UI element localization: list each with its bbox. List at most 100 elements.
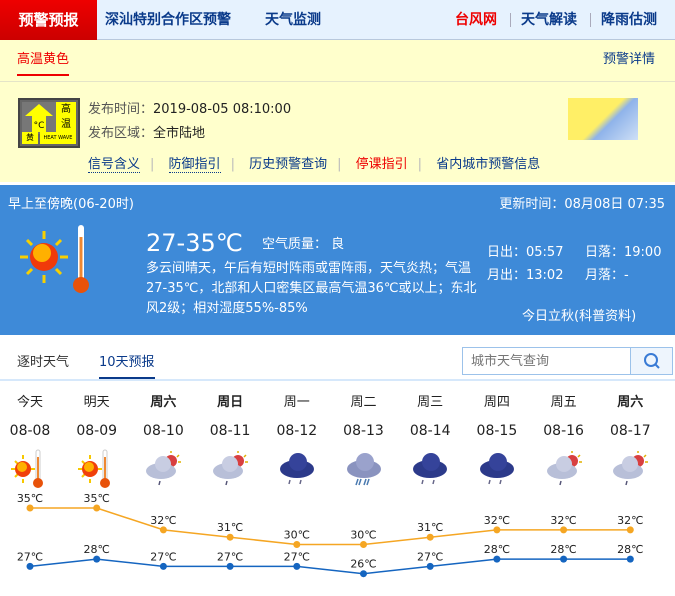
high-temp-label: 31℃ bbox=[217, 521, 243, 534]
moonrise: 月出：13:02 bbox=[487, 268, 564, 283]
forecast-day: 周五 08-16 bbox=[534, 395, 594, 489]
moonset: 月落：- bbox=[585, 268, 629, 283]
high-temp-point bbox=[226, 533, 234, 541]
air-quality: 空气质量： 良 bbox=[262, 237, 345, 252]
date: 08-16 bbox=[543, 423, 584, 439]
forecast-day: 周三 08-14 bbox=[400, 395, 460, 489]
date: 08-17 bbox=[609, 423, 651, 439]
high-temp-label: 32℃ bbox=[550, 514, 576, 527]
heavy-rain-icon bbox=[346, 453, 381, 486]
city-search-input[interactable] bbox=[463, 348, 631, 374]
date: 08-11 bbox=[209, 423, 251, 439]
weekday: 周四 bbox=[483, 395, 510, 410]
nav-monitoring[interactable]: 天气监测 bbox=[265, 12, 321, 28]
low-temp-point bbox=[626, 555, 634, 563]
nav-interpretation[interactable]: 天气解读 bbox=[521, 12, 577, 28]
city-search bbox=[462, 347, 673, 375]
date: 08-12 bbox=[276, 423, 318, 439]
high-temp-label: 32℃ bbox=[484, 514, 510, 527]
low-temp-label: 26℃ bbox=[350, 558, 376, 571]
link-class-suspension[interactable]: 停课指引 bbox=[355, 157, 408, 172]
high-temp-label: 35℃ bbox=[17, 492, 43, 505]
low-temp-label: 28℃ bbox=[550, 543, 576, 556]
high-temp-point bbox=[626, 526, 634, 534]
forecast-day: 周二 08-13 bbox=[334, 395, 394, 489]
divider bbox=[510, 13, 511, 27]
period: 早上至傍晚(06-20时) bbox=[8, 197, 134, 212]
forecast-day: 周六 08-17 bbox=[600, 395, 660, 489]
low-temp-label: 28℃ bbox=[617, 543, 643, 556]
low-temp-label: 28℃ bbox=[484, 543, 510, 556]
weekday: 周五 bbox=[550, 395, 577, 410]
warning-detail-link[interactable]: 预警详情 bbox=[602, 52, 655, 67]
high-temp-label: 30℃ bbox=[350, 529, 376, 542]
link-signal-meaning[interactable]: 信号含义 bbox=[88, 157, 141, 173]
sunrise: 日出：05:57 bbox=[487, 245, 564, 260]
weather-description: 多云间晴天，午后有短时阵雨或雷阵雨，天气炎热；气温27-35℃，北部和人口密集区… bbox=[146, 261, 477, 316]
date: 08-09 bbox=[76, 423, 118, 439]
top-nav: 预警预报 深汕特别合作区预警 天气监测 台风网 天气解读 降雨估测 bbox=[0, 0, 675, 40]
low-temp-point bbox=[93, 555, 101, 563]
low-temp-point bbox=[493, 555, 501, 563]
link-history[interactable]: 历史预警查询 bbox=[249, 157, 328, 172]
weekday: 周三 bbox=[417, 395, 444, 410]
today-weather-panel: 早上至傍晚(06-20时) 更新时间：08月08日 07:35 27-35℃ 空… bbox=[0, 185, 675, 335]
solar-term-link[interactable]: 今日立秋(科普资料) bbox=[522, 309, 637, 324]
high-temp-point bbox=[426, 533, 434, 541]
link-defense-guide[interactable]: 防御指引 bbox=[168, 157, 221, 173]
low-temp-label: 27℃ bbox=[217, 550, 243, 563]
update-time: 更新时间：08月08日 07:35 bbox=[499, 197, 665, 212]
nav-rainfall[interactable]: 降雨估测 bbox=[601, 12, 657, 28]
weekday: 周六 bbox=[150, 395, 177, 410]
rain-icon bbox=[479, 453, 514, 485]
sunset: 日落：19:00 bbox=[585, 245, 662, 260]
forecast-day: 周日 08-11 bbox=[200, 395, 260, 489]
nav-typhoon[interactable]: 台风网 bbox=[455, 12, 497, 28]
nav-shanshan[interactable]: 深汕特别合作区预警 bbox=[105, 12, 231, 28]
temp-range: 27-35℃ bbox=[146, 229, 243, 257]
high-temp-label: 30℃ bbox=[284, 529, 310, 542]
sunny-hot-icon bbox=[77, 449, 110, 488]
low-temp-label: 28℃ bbox=[84, 543, 110, 556]
weekday: 周日 bbox=[217, 395, 244, 410]
weekday: 周六 bbox=[617, 395, 644, 410]
low-temp-label: 27℃ bbox=[417, 550, 443, 563]
forecast-day: 明天 08-09 bbox=[67, 395, 127, 489]
tab-10day[interactable]: 10天预报 bbox=[99, 355, 155, 379]
weekday: 明天 bbox=[83, 395, 110, 410]
date: 08-14 bbox=[409, 423, 451, 439]
tab-hourly[interactable]: 逐时天气 bbox=[17, 355, 70, 370]
forecast-day: 周六 08-10 bbox=[133, 395, 193, 489]
rain-icon bbox=[413, 453, 448, 485]
issue-area: 发布区域：全市陆地 bbox=[88, 126, 206, 141]
forecast-tabs: 逐时天气 10天预报 bbox=[0, 345, 675, 381]
weekday: 周二 bbox=[350, 395, 377, 410]
weekday: 周一 bbox=[283, 395, 310, 410]
low-temp-label: 27℃ bbox=[17, 550, 43, 563]
warning-links: 信号含义 | 防御指引 | 历史预警查询 | 停课指引 | 省内城市预警信息 bbox=[88, 157, 541, 173]
search-button[interactable] bbox=[630, 348, 672, 374]
high-temp-point bbox=[560, 526, 568, 534]
tab-heat-yellow[interactable]: 高温黄色 bbox=[17, 52, 70, 76]
issue-time: 发布时间：2019-08-05 08:10:00 bbox=[88, 102, 292, 117]
high-temp-label: 32℃ bbox=[150, 514, 176, 527]
partly-cloudy-shower-icon bbox=[146, 451, 182, 486]
nav-brand[interactable]: 预警预报 bbox=[0, 0, 97, 40]
search-icon bbox=[644, 353, 660, 369]
rain-icon bbox=[279, 453, 314, 485]
link-province-warnings[interactable]: 省内城市预警信息 bbox=[436, 157, 541, 172]
high-temp-point bbox=[26, 504, 34, 512]
divider bbox=[590, 13, 591, 27]
temperature-chart: 35℃ 35℃ 32℃ 31℃ 30℃ 30℃ 31℃ 32℃ 32℃ 32℃ 27℃ 28℃ 27℃ 2… bbox=[17, 492, 643, 578]
partly-cloudy-shower-icon bbox=[546, 451, 582, 486]
forecast-day: 周四 08-15 bbox=[467, 395, 527, 489]
warning-panel: 高温黄色 预警详情 bbox=[0, 40, 675, 182]
low-temp-point bbox=[360, 570, 367, 578]
heat-warning-signal-icon: °C 高温 黄 HEAT WAVE bbox=[18, 98, 80, 148]
forecast-day: 今天 08-08 bbox=[0, 395, 60, 489]
sunny-hot-icon bbox=[20, 225, 89, 293]
low-temp-point bbox=[560, 555, 568, 563]
weekday: 今天 bbox=[16, 395, 43, 410]
date: 08-13 bbox=[343, 423, 384, 439]
warning-map-thumbnail[interactable] bbox=[568, 98, 638, 140]
